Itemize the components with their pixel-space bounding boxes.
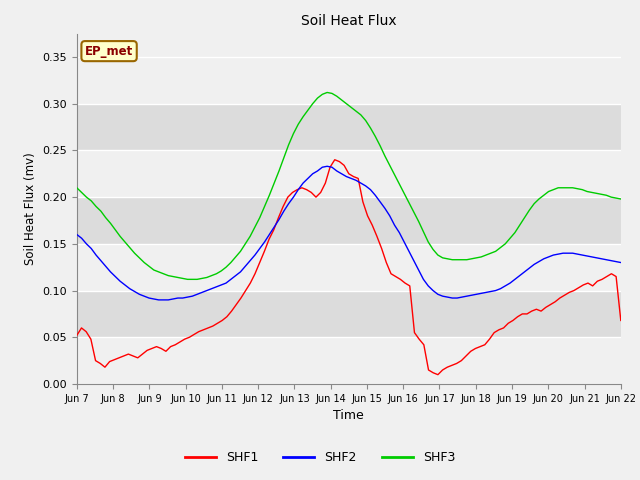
Title: Soil Heat Flux: Soil Heat Flux (301, 14, 397, 28)
Bar (77, 290, 621, 337)
Bar (77, 244, 621, 290)
Bar (77, 104, 621, 150)
Bar (77, 150, 621, 197)
X-axis label: Time: Time (333, 409, 364, 422)
Bar (77, 337, 621, 384)
Legend: SHF1, SHF2, SHF3: SHF1, SHF2, SHF3 (180, 446, 460, 469)
Text: EP_met: EP_met (85, 45, 133, 58)
Bar (77, 57, 621, 104)
Bar (77, 197, 621, 244)
Y-axis label: Soil Heat Flux (mv): Soil Heat Flux (mv) (24, 153, 36, 265)
